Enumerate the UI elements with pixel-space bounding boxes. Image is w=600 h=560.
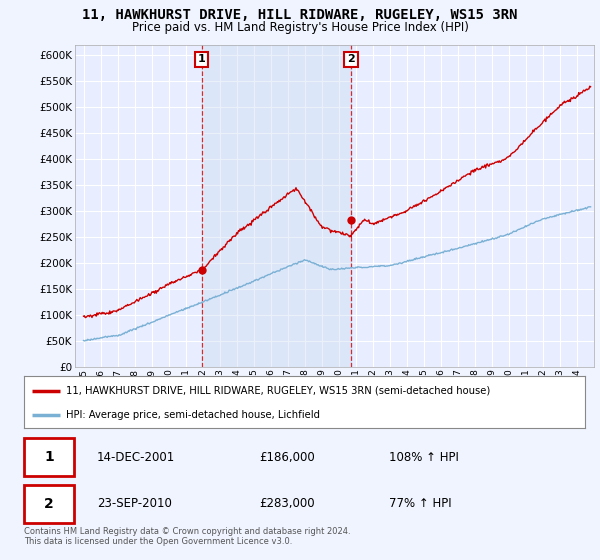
Text: 2: 2	[347, 54, 355, 64]
Text: 108% ↑ HPI: 108% ↑ HPI	[389, 451, 458, 464]
Text: Price paid vs. HM Land Registry's House Price Index (HPI): Price paid vs. HM Land Registry's House …	[131, 21, 469, 34]
FancyBboxPatch shape	[24, 484, 74, 523]
Text: HPI: Average price, semi-detached house, Lichfield: HPI: Average price, semi-detached house,…	[66, 410, 320, 420]
Text: 14-DEC-2001: 14-DEC-2001	[97, 451, 175, 464]
Text: 11, HAWKHURST DRIVE, HILL RIDWARE, RUGELEY, WS15 3RN (semi-detached house): 11, HAWKHURST DRIVE, HILL RIDWARE, RUGEL…	[66, 386, 490, 396]
Text: 1: 1	[198, 54, 206, 64]
FancyBboxPatch shape	[24, 438, 74, 477]
Text: £186,000: £186,000	[260, 451, 316, 464]
Text: 23-SEP-2010: 23-SEP-2010	[97, 497, 172, 510]
Bar	[202, 45, 351, 367]
Text: 2: 2	[44, 497, 54, 511]
Text: 1: 1	[44, 450, 54, 464]
Text: 11, HAWKHURST DRIVE, HILL RIDWARE, RUGELEY, WS15 3RN: 11, HAWKHURST DRIVE, HILL RIDWARE, RUGEL…	[82, 8, 518, 22]
Text: Contains HM Land Registry data © Crown copyright and database right 2024.
This d: Contains HM Land Registry data © Crown c…	[24, 526, 350, 546]
Text: 77% ↑ HPI: 77% ↑ HPI	[389, 497, 451, 510]
Text: £283,000: £283,000	[260, 497, 315, 510]
